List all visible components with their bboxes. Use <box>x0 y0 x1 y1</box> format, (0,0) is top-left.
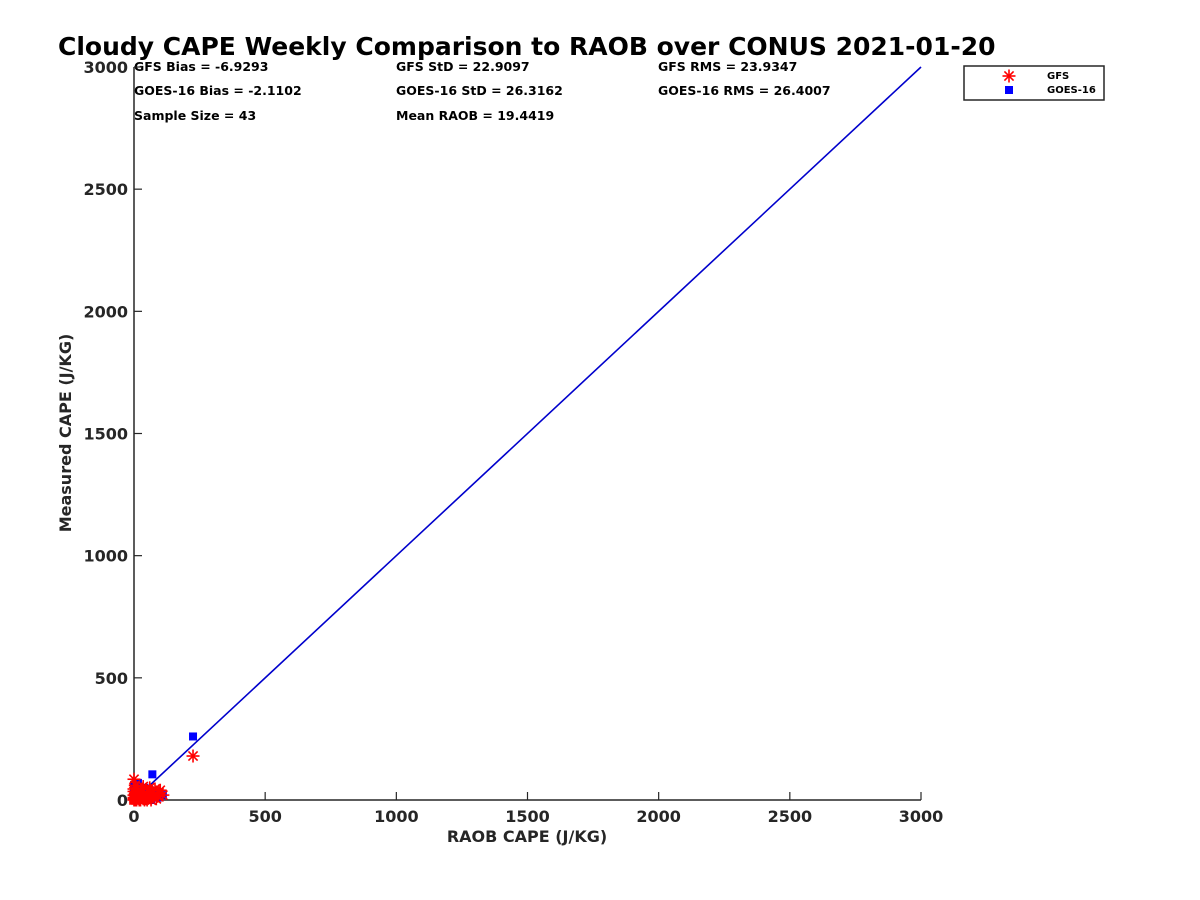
stat-gfs-std: GFS StD = 22.9097 <box>396 59 530 74</box>
y-axis-label: Measured CAPE (J/KG) <box>56 334 75 533</box>
gfs-point <box>152 786 166 800</box>
chart-title: Cloudy CAPE Weekly Comparison to RAOB ov… <box>58 32 996 61</box>
data-points <box>127 732 200 807</box>
y-tick-label: 0 <box>117 791 128 810</box>
x-tick-label: 1000 <box>374 807 419 826</box>
y-ticks: 0 500 1000 1500 2000 2500 3000 <box>83 58 142 810</box>
y-tick-label: 2500 <box>83 180 128 199</box>
legend-gfs-label: GFS <box>1047 71 1069 82</box>
x-tick-label: 3000 <box>899 807 944 826</box>
x-tick-label: 500 <box>248 807 281 826</box>
x-tick-label: 2000 <box>636 807 681 826</box>
stat-sample-size: Sample Size = 43 <box>134 108 256 123</box>
legend: GFS GOES-16 <box>963 65 1105 101</box>
y-tick-label: 500 <box>95 669 128 688</box>
stat-goes-rms: GOES-16 RMS = 26.4007 <box>658 83 831 98</box>
stat-gfs-rms: GFS RMS = 23.9347 <box>658 59 797 74</box>
one-to-one-line <box>133 66 922 801</box>
x-ticks: 0 500 1000 1500 2000 2500 3000 <box>128 792 943 826</box>
gfs-point <box>132 793 146 807</box>
goes16-point <box>189 732 198 741</box>
stat-goes-std: GOES-16 StD = 26.3162 <box>396 83 563 98</box>
gfs-point <box>186 749 200 763</box>
reference-line <box>133 66 922 801</box>
stat-goes-bias: GOES-16 Bias = -2.1102 <box>134 83 302 98</box>
goes16-point <box>148 770 157 779</box>
stat-gfs-bias: GFS Bias = -6.9293 <box>134 59 268 74</box>
legend-box <box>963 65 1105 101</box>
legend-gfs-asterisk <box>1002 69 1016 83</box>
stat-mean-raob: Mean RAOB = 19.4419 <box>396 108 554 123</box>
y-tick-label: 2000 <box>83 302 128 321</box>
legend-goes-marker <box>1005 86 1013 94</box>
x-tick-label: 0 <box>128 807 139 826</box>
gfs-point <box>143 781 157 795</box>
y-tick-label: 1000 <box>83 547 128 566</box>
x-axis-label: RAOB CAPE (J/KG) <box>447 827 607 846</box>
x-tick-label: 1500 <box>505 807 550 826</box>
gfs-point <box>128 787 142 801</box>
legend-goes-label: GOES-16 <box>1047 85 1096 96</box>
y-tick-label: 1500 <box>83 425 128 444</box>
y-tick-label: 3000 <box>83 58 128 77</box>
legend-gfs-marker <box>1002 69 1016 83</box>
stats-block: GFS Bias = -6.9293 GOES-16 Bias = -2.110… <box>134 59 831 123</box>
x-tick-label: 2500 <box>768 807 813 826</box>
